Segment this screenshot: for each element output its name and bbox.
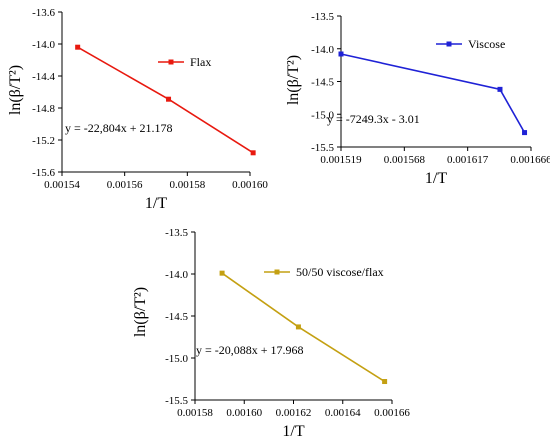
legend-label: Flax [190, 55, 211, 69]
x-tick-label: 0.001568 [384, 154, 426, 166]
legend-marker [274, 269, 280, 275]
x-axis-label: 1/T [145, 195, 167, 212]
x-axis-label: 1/T [425, 170, 447, 187]
y-axis-label: ln(β/T²) [132, 287, 149, 337]
y-tick-label: -14.5 [165, 311, 188, 323]
y-tick-label: -15.5 [311, 142, 334, 154]
y-tick-label: -14.0 [32, 39, 55, 51]
x-tick-label: 0.001666 [510, 154, 550, 166]
fit-equation: y = -20,088x + 17.968 [196, 343, 304, 357]
data-point [75, 44, 81, 50]
chart-panel-1: 0.00154 0.00156 0.00158 0.00160 -13.6 -14.0 -1… [7, 7, 268, 212]
x-tick-label: 0.00160 [226, 407, 262, 419]
fit-equation: y = -22,804x + 21.178 [65, 121, 173, 135]
y-tick-label: -14.4 [32, 71, 55, 83]
y-tick-label: -13.5 [311, 11, 334, 23]
y-tick-label: -15.0 [311, 109, 334, 121]
legend-marker [168, 59, 174, 65]
y-tick-label: -14.0 [311, 44, 334, 56]
legend-label: Viscose [468, 37, 505, 51]
x-tick-label: 0.00166 [374, 407, 410, 419]
y-tick-label: -14.8 [32, 103, 55, 115]
x-tick-label: 0.00160 [232, 179, 268, 191]
y-tick-label: -13.5 [165, 227, 188, 239]
y-tick-label: -14.0 [165, 269, 188, 281]
data-point [166, 96, 172, 102]
data-point [522, 130, 528, 136]
y-tick-label: -13.6 [32, 7, 55, 19]
y-axis-label: ln(β/T²) [7, 65, 24, 115]
y-tick-label: -15.6 [32, 167, 55, 179]
x-tick-label: 0.00154 [44, 179, 80, 191]
x-tick-label: 0.00158 [169, 179, 205, 191]
fit-equation: y = -7249.3x - 3.01 [327, 112, 420, 126]
x-tick-label: 0.00156 [107, 179, 143, 191]
series-line [77, 46, 254, 154]
y-tick-label: -15.2 [32, 135, 55, 147]
legend-marker [446, 41, 452, 47]
x-tick-label: 0.00162 [276, 407, 312, 419]
y-tick-label: -14.5 [311, 77, 334, 89]
data-point [497, 86, 503, 92]
data-point [382, 379, 388, 385]
y-tick-label: -15.0 [165, 353, 188, 365]
x-axis-label: 1/T [282, 423, 304, 440]
y-tick-label: -15.5 [165, 395, 188, 407]
legend-label: 50/50 viscose/flax [296, 265, 384, 279]
y-axis-label: ln(β/T²) [285, 55, 302, 105]
chart-panel-3: 0.00158 0.00160 0.00162 0.00164 0.00166 -13.5… [132, 227, 410, 440]
chart-panel-2: 0.001519 0.001568 0.001617 0.001666 -13.5 -14… [285, 11, 550, 187]
series-line [221, 272, 386, 383]
x-tick-label: 0.00164 [325, 407, 361, 419]
data-point [219, 270, 225, 276]
x-tick-label: 0.00158 [177, 407, 213, 419]
x-tick-label: 0.001519 [320, 154, 362, 166]
x-tick-label: 0.001617 [447, 154, 489, 166]
data-point [295, 324, 301, 330]
data-point [338, 51, 344, 57]
data-point [250, 150, 256, 156]
